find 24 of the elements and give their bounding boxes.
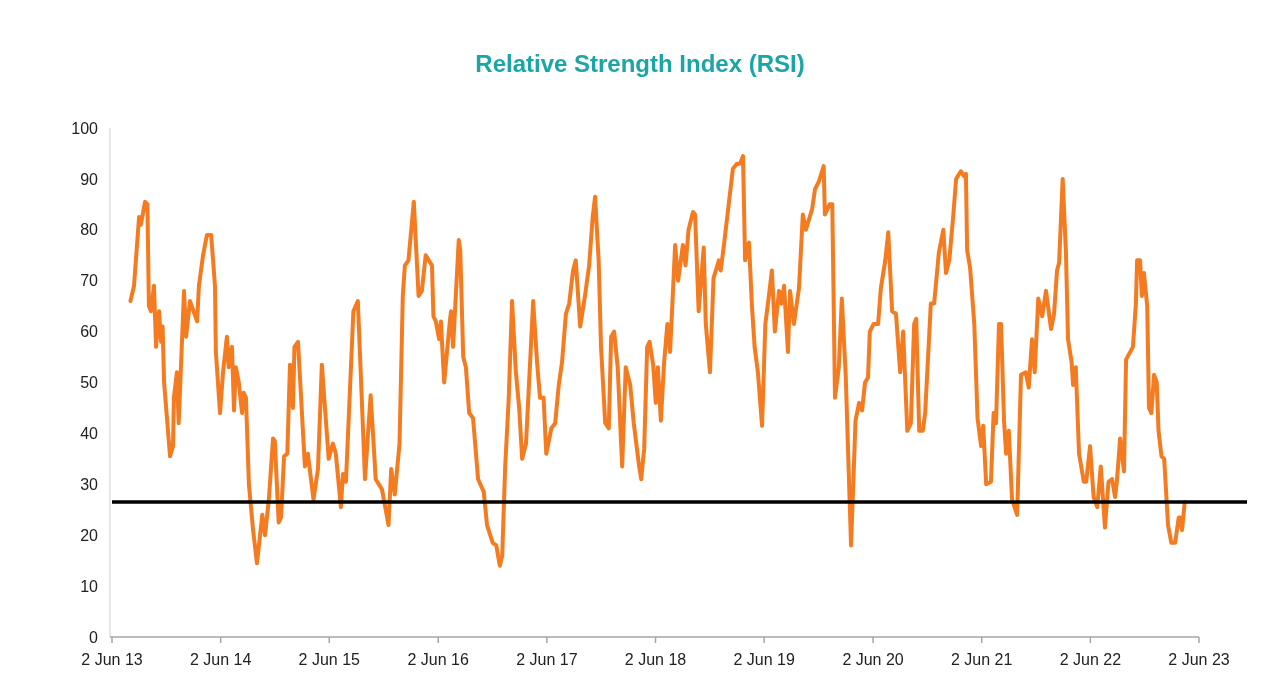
x-tick-label: 2 Jun 14 <box>189 651 252 668</box>
x-tick-label: 2 Jun 18 <box>624 651 687 668</box>
y-tick-label: 60 <box>80 323 99 341</box>
x-tick-label: 2 Jun 22 <box>1059 651 1122 668</box>
y-tick-label: 70 <box>80 272 99 290</box>
y-tick-label: 90 <box>80 170 99 188</box>
x-tick-label: 2 Jun 19 <box>733 651 795 668</box>
y-tick-label: 80 <box>80 221 99 239</box>
x-tick-label: 2 Jun 15 <box>298 651 361 668</box>
y-tick-label: 20 <box>80 526 99 544</box>
x-tick-label: 2 Jun 21 <box>951 651 1013 668</box>
line-series <box>128 154 1187 568</box>
x-tick-label: 2 Jun 16 <box>407 651 470 668</box>
x-tick-label: 2 Jun 20 <box>842 651 904 668</box>
x-tick-label: 2 Jun 17 <box>516 651 578 668</box>
y-tick-label: 40 <box>80 425 99 442</box>
y-tick-label: 0 <box>89 628 99 646</box>
y-tick-label: 30 <box>80 475 99 493</box>
chart-title: Relative Strength Index (RSI) <box>475 50 805 77</box>
x-tick-label: 2 Jun 13 <box>81 651 143 668</box>
y-tick-label: 10 <box>80 577 99 595</box>
y-tick-label: 50 <box>80 374 99 392</box>
x-tick-label: 2 Jun 23 <box>1168 651 1230 668</box>
y-tick-label: 100 <box>71 119 99 137</box>
